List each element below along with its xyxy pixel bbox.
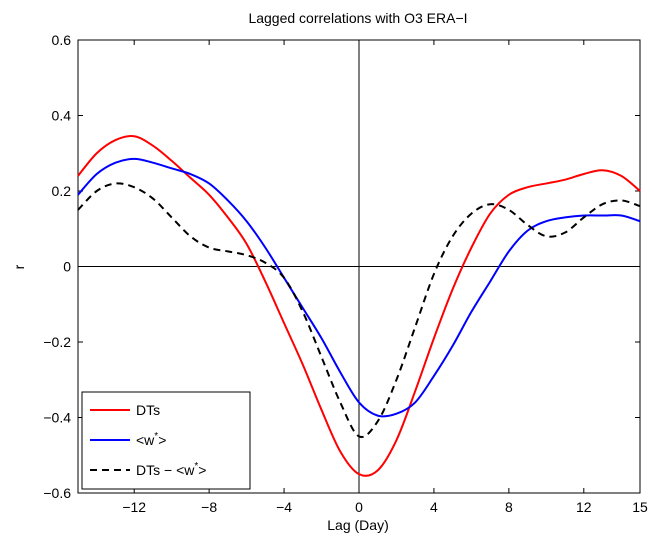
y-tick-label: 0.4	[52, 108, 72, 124]
series-dts-line	[77, 135, 641, 477]
legend-label: DTs − <w*>	[136, 461, 206, 478]
y-axis-label: r	[11, 264, 27, 269]
x-tick-label: −8	[201, 499, 217, 515]
legend-label: DTs	[136, 402, 160, 418]
chart-title: Lagged correlations with O3 ERA−I	[248, 10, 467, 26]
x-tick-label: 12	[576, 499, 592, 515]
series-layer	[77, 135, 641, 477]
y-tick-label: 0.2	[52, 183, 72, 199]
series-difference-line	[77, 182, 641, 439]
x-tick-label: 0	[355, 499, 363, 515]
zero-lines	[78, 40, 640, 493]
series-w-star-line	[77, 157, 641, 418]
x-tick-label: −4	[276, 499, 292, 515]
x-tick-label: −12	[122, 499, 146, 515]
axis-ticks	[78, 39, 641, 494]
y-tick-label: −0.2	[43, 334, 71, 350]
y-tick-label: −0.6	[43, 485, 71, 501]
x-tick-label: 4	[430, 499, 438, 515]
x-axis-label: Lag (Day)	[327, 517, 388, 533]
legend-label: <w*>	[136, 431, 166, 448]
y-tick-label: −0.4	[43, 410, 71, 426]
y-tick-label: 0.6	[52, 32, 72, 48]
legend: DTs <w*> DTs − <w*>	[81, 391, 251, 490]
y-tick-label: 0	[63, 259, 71, 275]
x-tick-label: 15	[632, 499, 648, 515]
axis-tick-labels: −12 −8 −4 0 4 8 12 15 −0.6 −0.4 −0.2 0 0.2 0.4 0.6	[43, 32, 648, 515]
x-tick-label: 8	[505, 499, 513, 515]
